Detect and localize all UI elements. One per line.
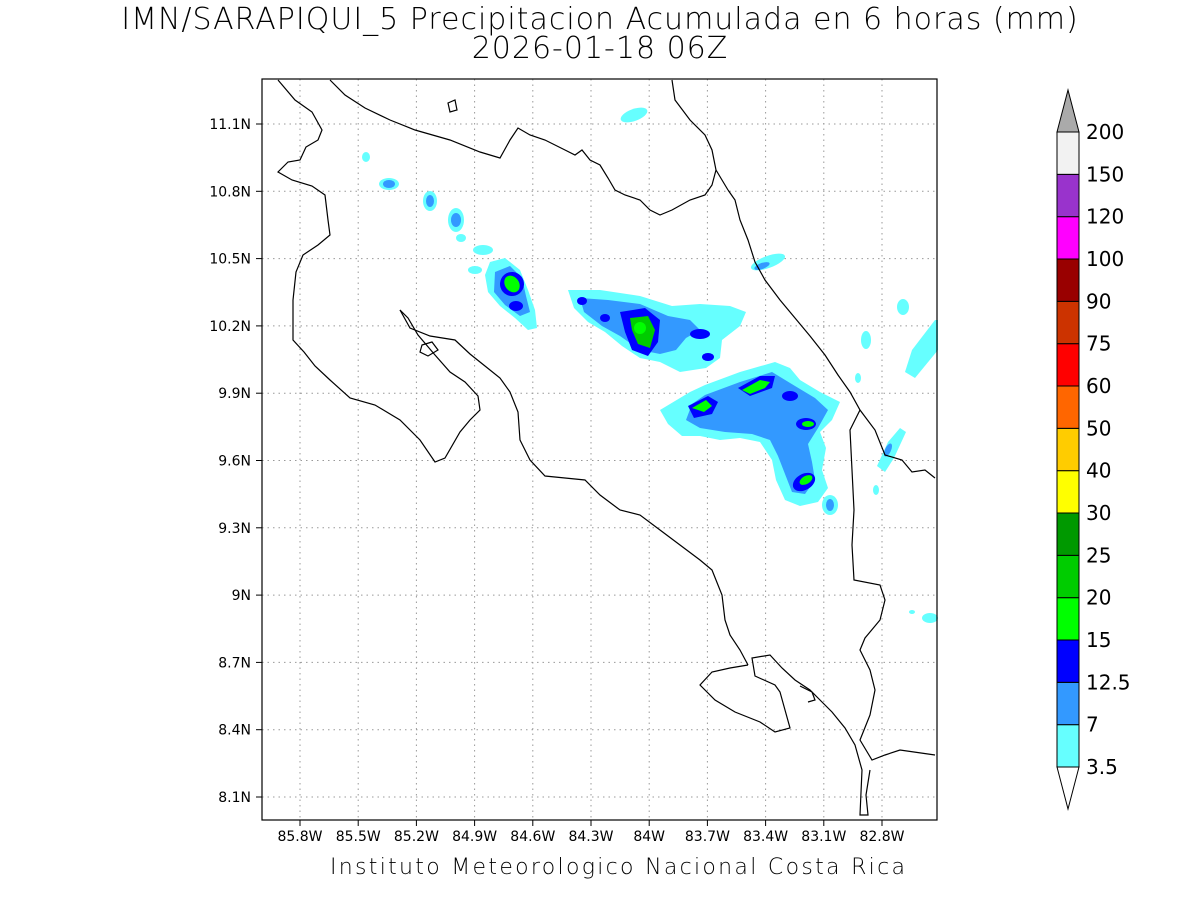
colorbar-level-label: 120 (1086, 205, 1124, 229)
colorbar-over-arrow (1056, 88, 1080, 133)
colorbar-swatch (1056, 258, 1080, 302)
colorbar-level-label: 50 (1086, 416, 1111, 440)
lat-tick-label: 8.7N (218, 655, 251, 671)
lat-tick-label: 8.4N (218, 723, 251, 739)
colorbar-level-label: 40 (1086, 459, 1111, 483)
colorbar-swatch (1056, 131, 1080, 175)
colorbar-level-label: 3.5 (1086, 755, 1118, 779)
lat-tick-label: 9.6N (218, 454, 251, 470)
colorbar-swatch (1056, 639, 1080, 683)
coastlines-and-borders (277, 79, 936, 816)
colorbar-level-label: 100 (1086, 247, 1124, 271)
precipitation-field (362, 107, 938, 623)
colorbar-swatch (1056, 385, 1080, 429)
lon-tick-label: 83.7W (685, 829, 730, 845)
colorbar-level-label: 60 (1086, 374, 1111, 398)
colorbar-level-label: 12.5 (1086, 670, 1131, 694)
colorbar-level-label: 75 (1086, 332, 1111, 356)
colorbar-level-label: 200 (1086, 120, 1124, 144)
coordinate-grid (262, 79, 937, 820)
map-frame (261, 78, 938, 821)
colorbar-swatch (1056, 300, 1080, 345)
lat-tick-label: 10.2N (209, 319, 251, 335)
colorbar-swatch (1056, 216, 1080, 260)
colorbar-level-label: 30 (1086, 501, 1111, 525)
lon-tick-label: 85.5W (336, 829, 381, 845)
colorbar-swatch (1056, 681, 1080, 726)
axis-ticks: 85.8W 85.5W 85.2W 84.9W 84.6W 84.3W 84W 83.7W 83… (209, 117, 904, 845)
colorbar-level-label: 20 (1086, 586, 1111, 610)
lon-tick-label: 84.6W (510, 829, 555, 845)
map-date-subtitle: 2026-01-18 06Z (471, 31, 729, 66)
lon-tick-label: 84W (633, 829, 665, 845)
colorbar-swatch (1056, 470, 1080, 514)
colorbar-level-label: 90 (1086, 289, 1111, 313)
lon-tick-label: 82.8W (859, 829, 904, 845)
map-title: IMN/SARAPIQUI_5 Precipitacion Acumulada … (121, 2, 1079, 37)
lon-tick-label: 84.3W (568, 829, 613, 845)
lon-tick-label: 85.2W (394, 829, 439, 845)
lon-tick-label: 85.8W (277, 829, 322, 845)
lat-tick-label: 9.9N (218, 386, 251, 402)
colorbar-swatch (1056, 173, 1080, 218)
colorbar-swatch (1056, 427, 1080, 472)
colorbar-level-label: 150 (1086, 162, 1124, 186)
footer-credit: Instituto Meteorologico Nacional Costa R… (330, 855, 908, 880)
lat-tick-label: 11.1N (209, 117, 251, 133)
lat-tick-label: 9N (232, 588, 251, 604)
colorbar-swatch (1056, 724, 1080, 768)
colorbar-level-label: 15 (1086, 628, 1111, 652)
colorbar-under-arrow (1056, 766, 1080, 811)
colorbar-level-label: 25 (1086, 543, 1111, 567)
lat-tick-label: 10.5N (209, 252, 251, 268)
colorbar-swatch (1056, 597, 1080, 641)
colorbar-swatch (1056, 512, 1080, 556)
lat-tick-label: 9.3N (218, 521, 251, 537)
colorbar-swatch (1056, 343, 1080, 387)
lon-tick-label: 83.1W (801, 829, 846, 845)
lat-tick-label: 8.1N (218, 790, 251, 806)
colorbar: 3.5 7 12.5 15 20 25 30 40 50 60 75 90 100 120 150 200 (1056, 88, 1131, 811)
lon-tick-label: 84.9W (452, 829, 497, 845)
colorbar-swatch (1056, 554, 1080, 599)
lat-tick-label: 10.8N (209, 184, 251, 200)
lon-tick-label: 83.4W (743, 829, 788, 845)
colorbar-level-label: 7 (1086, 713, 1099, 737)
